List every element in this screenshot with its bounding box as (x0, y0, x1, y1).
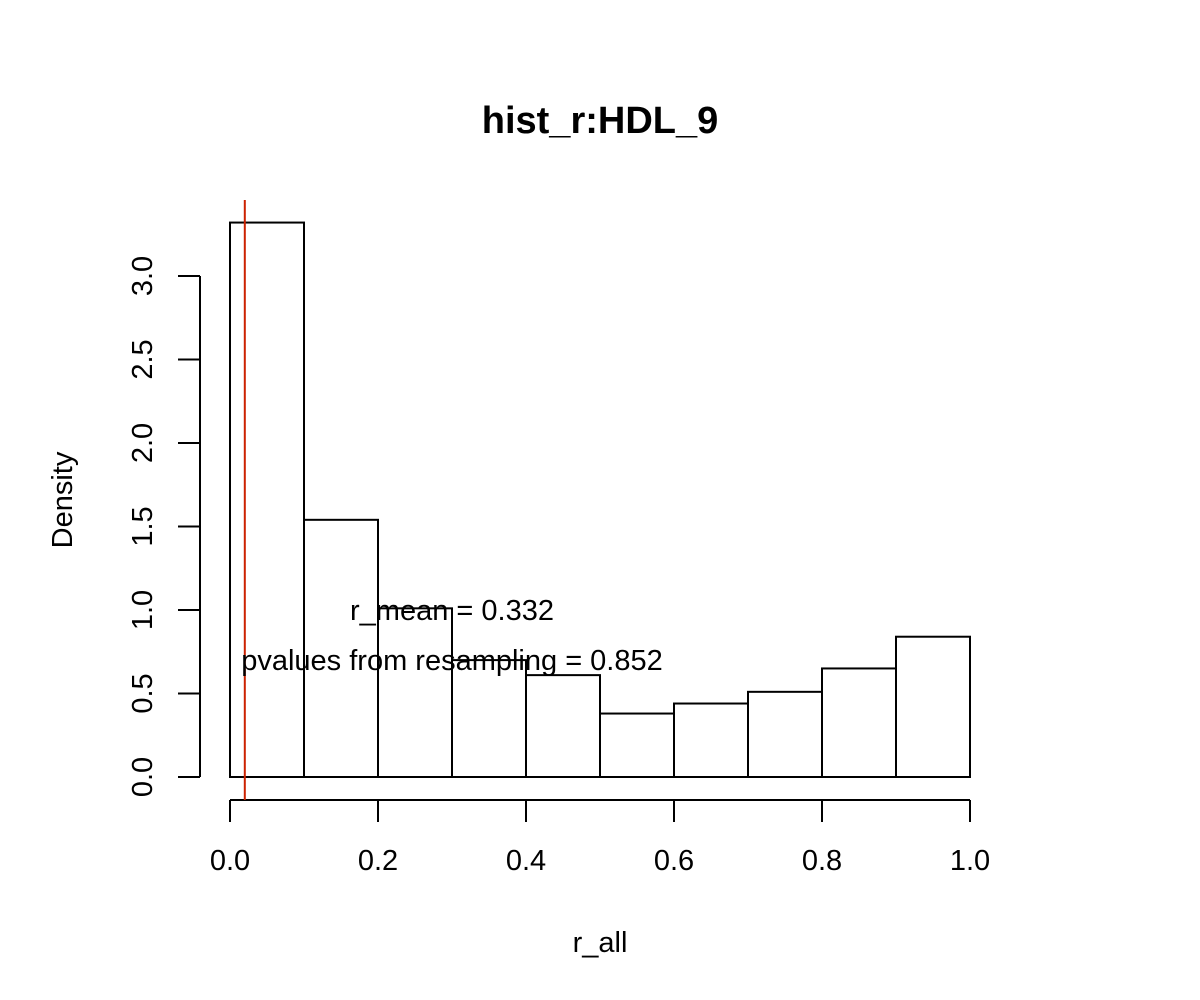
x-axis: 0.0 0.2 0.4 0.6 0.8 1.0 (210, 799, 990, 877)
y-tick-label: 3.0 (127, 256, 159, 296)
chart-title: hist_r:HDL_9 (482, 100, 719, 142)
y-axis: 0.0 0.5 1.0 1.5 2.0 2.5 3.0 (127, 256, 201, 797)
y-tick-label: 2.0 (127, 423, 159, 463)
y-tick-label: 0.5 (127, 673, 159, 713)
histogram-bar-10 (895, 635, 971, 778)
histogram-bar-6 (599, 712, 675, 778)
histogram-bar-4 (451, 659, 527, 778)
x-tick-label: 0.6 (654, 845, 694, 877)
x-axis-label: r_all (573, 927, 628, 959)
histogram-bar-5 (525, 674, 601, 779)
histogram-bar-2 (303, 518, 379, 778)
histogram-bars (229, 221, 971, 779)
y-tick-label: 1.5 (127, 506, 159, 546)
histogram-bar-8 (747, 690, 823, 779)
x-tick-label: 0.0 (210, 845, 250, 877)
histogram-bar-3 (377, 607, 453, 779)
x-tick-label: 0.4 (506, 845, 546, 877)
histogram-bar-9 (821, 667, 897, 779)
annotation-1: r_mean = 0.332 (350, 595, 554, 627)
x-tick-label: 0.2 (358, 845, 398, 877)
annotation-2: pvalues from resampling = 0.852 (241, 645, 663, 677)
histogram-bar-1 (229, 221, 305, 778)
annotations: r_mean = 0.332 pvalues from resampling = … (241, 595, 663, 677)
y-axis-label: Density (47, 451, 79, 548)
histogram-bar-7 (673, 702, 749, 779)
y-tick-label: 0.0 (127, 757, 159, 797)
x-tick-label: 1.0 (950, 845, 990, 877)
y-tick-label: 2.5 (127, 339, 159, 379)
y-tick-label: 1.0 (127, 590, 159, 630)
x-tick-label: 0.8 (802, 845, 842, 877)
